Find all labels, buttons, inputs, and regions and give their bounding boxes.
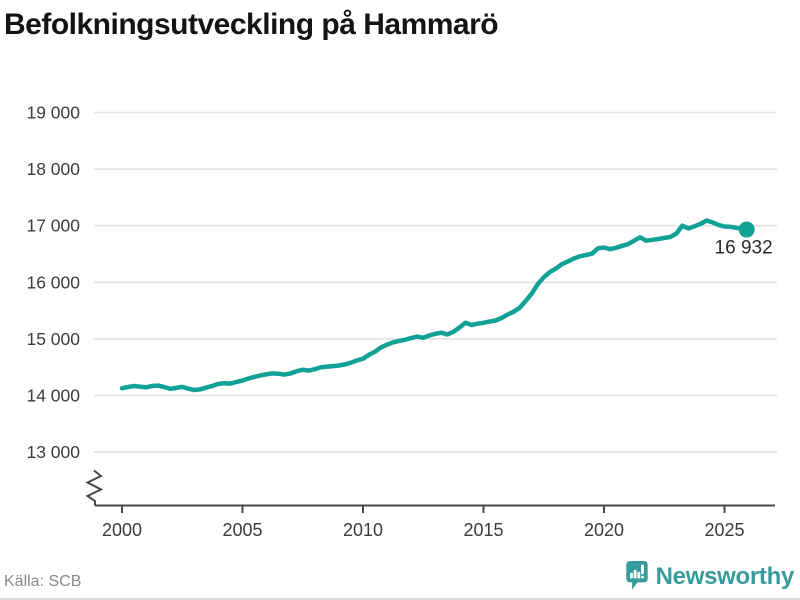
y-tick-label: 14 000 xyxy=(26,386,80,406)
newsworthy-logo: Newsworthy xyxy=(625,560,794,593)
x-tick-label: 2005 xyxy=(222,520,262,540)
source-note: Källa: SCB xyxy=(4,573,82,590)
population-line xyxy=(119,218,749,393)
y-tick-label: 13 000 xyxy=(26,442,80,462)
x-tick-label: 2025 xyxy=(704,520,744,540)
y-tick-label: 15 000 xyxy=(26,329,80,349)
y-axis-break-icon xyxy=(85,469,104,506)
y-tick-label: 17 000 xyxy=(26,216,80,236)
bottom-edge-divider xyxy=(0,598,800,600)
newsworthy-bubble-chart-icon xyxy=(625,560,648,590)
chart-title: Befolkningsutveckling på Hammarö xyxy=(4,8,499,41)
brand-name: Newsworthy xyxy=(655,562,795,590)
x-tick-label: 2000 xyxy=(102,520,142,540)
x-tick-label: 2010 xyxy=(343,520,383,540)
y-tick-label: 16 000 xyxy=(26,272,80,292)
y-tick-label: 19 000 xyxy=(26,103,80,123)
last-point-marker xyxy=(738,221,755,238)
y-tick-label: 18 000 xyxy=(26,159,80,179)
last-value-annotation: 16 932 xyxy=(715,238,773,259)
x-tick-label: 2020 xyxy=(584,520,624,540)
x-tick-label: 2015 xyxy=(463,520,503,540)
